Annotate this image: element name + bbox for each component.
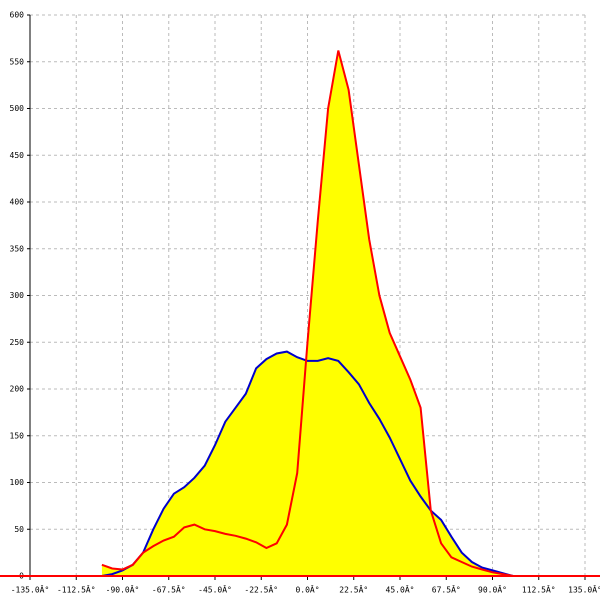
area-fill <box>101 50 514 576</box>
x-tick-label: 0.0Â° <box>295 584 319 595</box>
x-tick-label: -90.0Â° <box>106 584 140 595</box>
x-tick-label: 112.5Â° <box>522 584 556 595</box>
y-tick-label: 550 <box>10 57 25 66</box>
x-tick-label: -45.0Â° <box>198 584 232 595</box>
y-tick-label: 250 <box>10 338 25 347</box>
y-tick-label: 100 <box>10 478 25 487</box>
y-tick-label: 150 <box>10 431 25 440</box>
x-tick-label: -22.5Â° <box>244 584 278 595</box>
x-tick-label: -67.5Â° <box>152 584 186 595</box>
series-line <box>101 350 514 577</box>
x-tick-label: 45.0Â° <box>386 584 415 595</box>
y-tick-label: 450 <box>10 151 25 160</box>
x-tick-label: 67.5Â° <box>432 584 461 595</box>
x-tick-label: 90.0Â° <box>478 584 507 595</box>
y-tick-label: 400 <box>10 198 25 207</box>
x-tick-label: 22.5Â° <box>339 584 368 595</box>
series-line <box>101 50 514 577</box>
y-tick-label: 300 <box>10 291 25 300</box>
y-tick-label: 350 <box>10 244 25 253</box>
x-tick-label: 135.0Â° <box>568 584 600 595</box>
y-tick-label: 600 <box>10 11 25 20</box>
y-tick-label: 50 <box>14 525 24 534</box>
x-tick-label: -112.5Â° <box>57 584 96 595</box>
y-tick-label: 200 <box>10 385 25 394</box>
x-tick-label: -135.0Â° <box>11 584 50 595</box>
y-tick-label: 500 <box>10 104 25 113</box>
